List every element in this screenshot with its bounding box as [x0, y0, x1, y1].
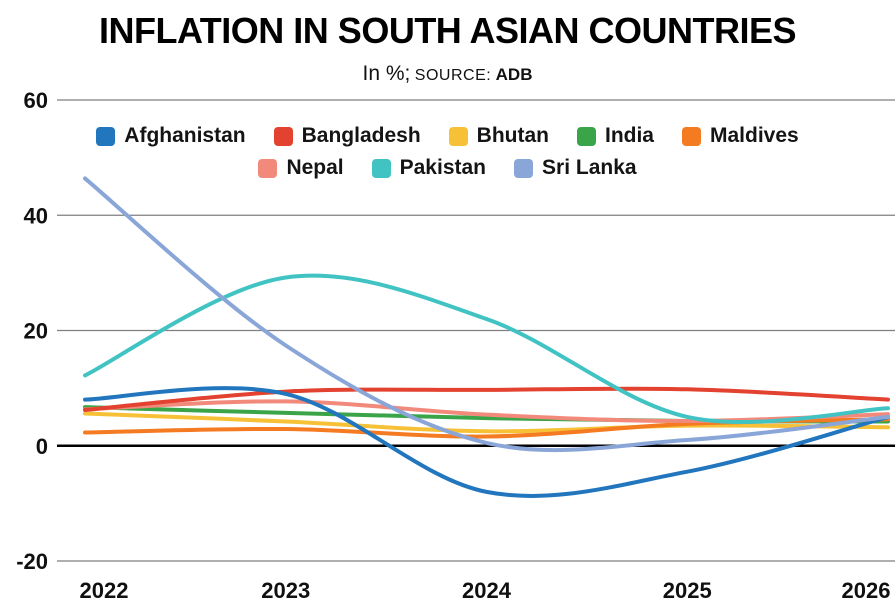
legend-swatch-bhutan: [448, 126, 468, 146]
legend-label-afghanistan: Afghanistan: [124, 124, 246, 147]
x-tick-label-2023: 2023: [261, 578, 310, 603]
legend-swatch-india: [576, 126, 596, 146]
legend-swatch-maldives: [682, 126, 701, 146]
legend-label-bhutan: Bhutan: [476, 124, 549, 147]
series-line-afghanistan: [83, 386, 890, 498]
legend-label-sri-lanka: Sri Lanka: [542, 156, 637, 179]
legend-item-afghanistan: Afghanistan: [96, 124, 246, 148]
legend-swatch-pakistan: [371, 158, 391, 178]
series-line-bhutan: [83, 411, 890, 434]
series-line-bangladesh: [83, 386, 890, 412]
legend-label-pakistan: Pakistan: [399, 156, 487, 179]
legend-swatch-nepal: [258, 158, 278, 178]
legend-swatch-sri-lanka: [514, 158, 534, 178]
legend-item-bhutan: Bhutan: [448, 124, 549, 148]
legend-item-india: India: [576, 124, 654, 148]
subtitle-source-value: ADB: [495, 65, 533, 84]
legend-label-bangladesh: Bangladesh: [301, 124, 421, 147]
series-line-pakistan: [83, 273, 890, 425]
legend-item-maldives: Maldives: [682, 124, 799, 148]
subtitle-source-label: SOURCE:: [414, 67, 492, 84]
x-tick-label-2024: 2024: [462, 578, 512, 603]
legend-item-nepal: Nepal: [258, 156, 344, 180]
legend-row-1: Afghanistan Bangladesh Bhutan India Maldives: [96, 124, 799, 148]
subtitle-unit: In %;: [362, 62, 411, 85]
legend-label-nepal: Nepal: [286, 156, 344, 179]
y-tick-label-0: 0: [36, 434, 48, 459]
legend-item-pakistan: Pakistan: [371, 156, 487, 180]
chart-title: INFLATION IN SOUTH ASIAN COUNTRIES: [99, 10, 797, 51]
chart-legend: Afghanistan Bangladesh Bhutan India Maldives…: [0, 124, 895, 180]
legend-item-sri-lanka: Sri Lanka: [514, 156, 637, 180]
y-tick-label-20: 20: [24, 319, 48, 344]
legend-label-india: India: [604, 124, 654, 147]
y-tick-label-60: 60: [24, 88, 48, 113]
x-tick-label-2022: 2022: [80, 578, 129, 603]
y-tick-label--20: -20: [16, 549, 48, 574]
chart-subtitle: In %; SOURCE: ADB: [0, 62, 895, 86]
legend-swatch-afghanistan: [96, 126, 116, 146]
x-tick-label-2026: 2026: [842, 578, 891, 603]
legend-row-2: Nepal Pakistan Sri Lanka: [258, 156, 637, 180]
legend-item-bangladesh: Bangladesh: [273, 124, 421, 148]
legend-swatch-bangladesh: [273, 126, 293, 146]
series-line-nepal: [83, 399, 890, 424]
y-tick-label-40: 40: [24, 203, 48, 228]
legend-label-maldives: Maldives: [710, 124, 799, 147]
x-tick-label-2025: 2025: [663, 578, 712, 603]
series-line-sri-lanka: [83, 176, 890, 453]
